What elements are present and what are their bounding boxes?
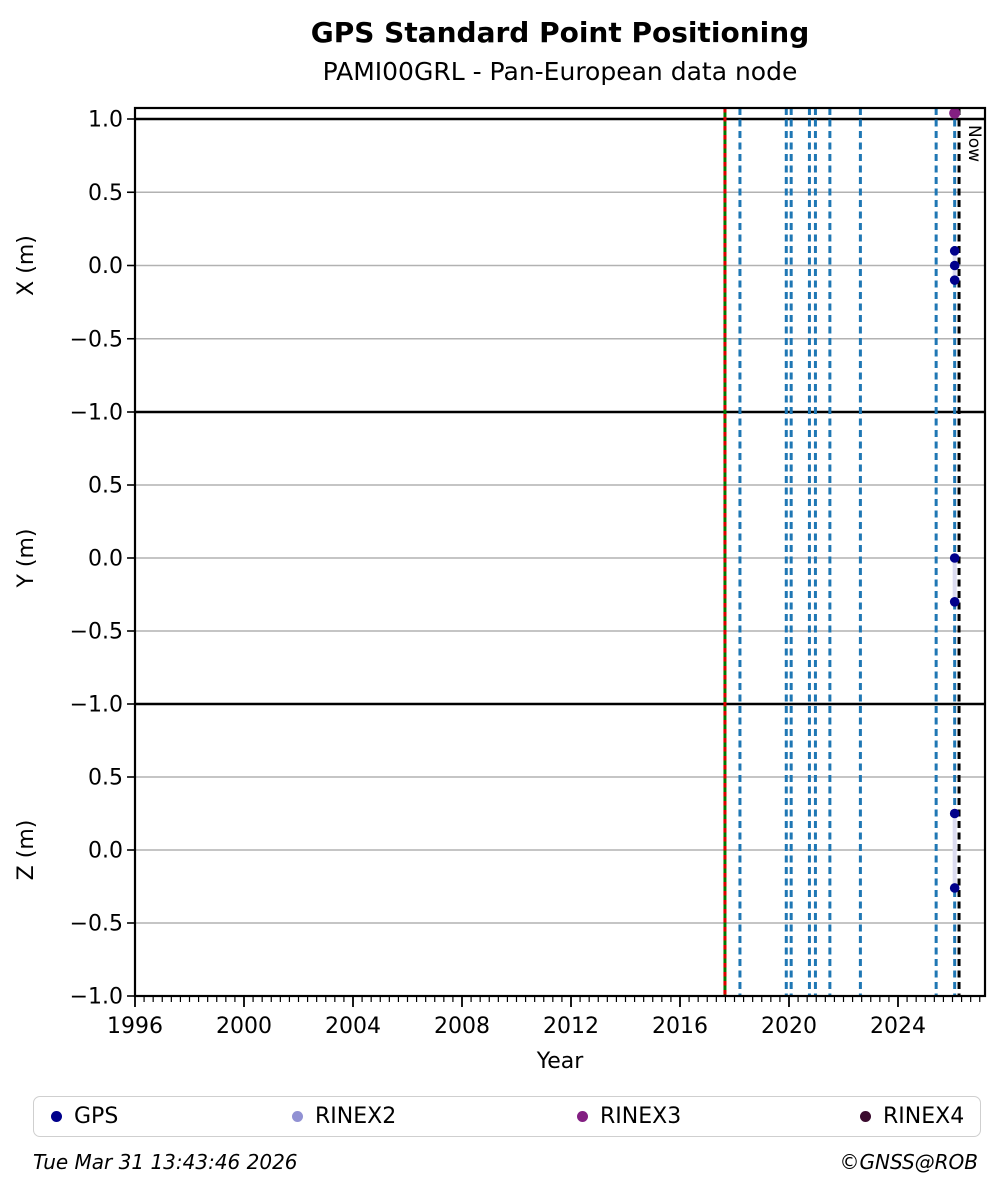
gps-point — [949, 260, 960, 271]
x-tick-label: 2008 — [434, 1014, 490, 1039]
legend-label: GPS — [74, 1103, 119, 1129]
y-tick-label: −1.0 — [70, 985, 123, 1010]
legend-item-rinex3: RINEX3 — [577, 1103, 682, 1129]
x-tick-label: 2012 — [543, 1014, 599, 1039]
y-tick-label: 0.5 — [88, 181, 123, 206]
now-label: Now — [964, 125, 984, 162]
y-tick-label: 0.0 — [88, 254, 123, 279]
rinex3-point — [949, 107, 961, 119]
rinex4-marker-icon — [860, 1111, 871, 1122]
legend-item-rinex4: RINEX4 — [860, 1103, 965, 1129]
legend-label: RINEX4 — [883, 1103, 965, 1129]
axes-frame — [133, 106, 987, 998]
gps-point — [949, 553, 960, 563]
x-tick-label: 2020 — [761, 1014, 817, 1039]
gps-point — [949, 808, 960, 819]
gps-point — [949, 883, 960, 893]
y-axis-label: X (m) — [14, 235, 39, 296]
copyright: ©GNSS@ROB — [839, 1150, 979, 1174]
y-axis-label: Y (m) — [14, 528, 39, 588]
gps-point — [949, 275, 960, 285]
rinex2-marker-icon — [292, 1111, 303, 1122]
y-axis-label: Z (m) — [14, 820, 39, 881]
y-tick-label: −0.5 — [70, 620, 123, 645]
y-tick-label: −1.0 — [70, 693, 123, 718]
y-tick-label: −1.0 — [70, 401, 123, 426]
legend-item-rinex2: RINEX2 — [292, 1103, 397, 1129]
legend-item-gps: GPS — [51, 1103, 119, 1129]
chart-subtitle: PAMI00GRL - Pan-European data node — [322, 57, 798, 86]
gps-point — [949, 246, 960, 256]
x-tick-label: 2024 — [870, 1014, 926, 1039]
x-tick-label: 2000 — [216, 1014, 272, 1039]
y-tick-label: 0.0 — [88, 547, 123, 572]
y-tick-label: −0.5 — [70, 327, 123, 352]
gps-marker-icon — [51, 1111, 62, 1122]
y-tick-label: 0.5 — [88, 474, 123, 499]
legend-label: RINEX3 — [600, 1103, 682, 1129]
x-tick-label: 2016 — [652, 1014, 708, 1039]
chart-title: GPS Standard Point Positioning — [310, 16, 810, 49]
legend: GPS RINEX2 RINEX3 RINEX4 — [33, 1096, 981, 1137]
x-tick-label: 2004 — [325, 1014, 381, 1039]
legend-label: RINEX2 — [315, 1103, 397, 1129]
plot-timestamp: Tue Mar 31 13:43:46 2026 — [33, 1150, 298, 1174]
y-tick-label: 1.0 — [88, 108, 123, 133]
x-tick-label: 1996 — [107, 1014, 163, 1039]
y-tick-label: 0.0 — [88, 839, 123, 864]
y-tick-label: −0.5 — [70, 912, 123, 937]
gps-point — [949, 597, 960, 607]
y-tick-label: 0.5 — [88, 766, 123, 791]
rinex3-marker-icon — [577, 1111, 588, 1122]
x-axis-label: Year — [536, 1049, 585, 1074]
